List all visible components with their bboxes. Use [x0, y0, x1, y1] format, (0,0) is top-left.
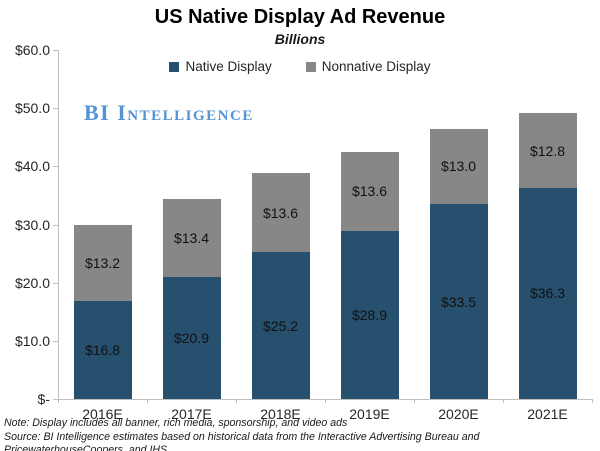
x-axis-tick-mark: [503, 399, 504, 403]
legend-swatch-native: [169, 61, 180, 72]
legend: Native Display Nonnative Display: [0, 59, 600, 74]
y-axis-tick-label: $30.0: [14, 216, 50, 233]
bar-segment-nonnative: [518, 113, 577, 188]
y-axis-tick-mark: [53, 399, 58, 400]
bar-value-label-nonnative: $13.0: [440, 158, 477, 175]
bar-value-label-nonnative: $13.2: [84, 254, 121, 271]
bar-segment-native: [73, 301, 132, 399]
x-axis-category-label: 2021E: [527, 406, 568, 422]
legend-item-native: Native Display: [169, 59, 272, 74]
y-axis-tick-mark: [53, 340, 58, 342]
legend-label-nonnative: Nonnative Display: [321, 59, 431, 74]
x-axis-tick-mark: [58, 399, 59, 403]
x-axis-tick-mark: [236, 399, 237, 403]
chart-title: US Native Display Ad Revenue: [154, 6, 446, 28]
x-axis-tick-mark: [147, 399, 148, 403]
footnote-source: Source: BI Intelligence estimates based …: [4, 431, 480, 451]
bar-segment-native: [162, 277, 221, 399]
bar-value-label-nonnative: $13.6: [351, 183, 388, 200]
bar-value-label-native: $28.9: [351, 306, 388, 323]
bar-value-label-native: $36.3: [529, 285, 566, 302]
bi-intelligence-watermark: BI Intelligence: [84, 100, 254, 125]
x-axis-tick-mark: [592, 399, 593, 403]
y-axis-tick-mark: [53, 166, 58, 168]
bar-segment-nonnative: [73, 224, 132, 302]
bar-value-label-nonnative: $13.4: [173, 230, 210, 247]
y-axis-tick-mark: [53, 108, 58, 110]
bar-value-label-nonnative: $13.6: [262, 204, 299, 221]
bar-value-label-native: $33.5: [440, 293, 477, 310]
x-axis-category-label: 2018E: [260, 406, 301, 422]
bar-segment-native: [518, 187, 577, 399]
bar-segment-nonnative: [429, 128, 488, 205]
bar-value-label-native: $25.2: [262, 317, 299, 334]
x-axis-tick-mark: [325, 399, 326, 403]
x-axis-category-label: 2019E: [349, 406, 390, 422]
y-axis-tick-label: $60.0: [14, 42, 50, 58]
y-axis-tick-mark: [53, 50, 58, 51]
bar-segment-native: [251, 252, 310, 399]
bar-segment-nonnative: [162, 199, 221, 278]
legend-label-native: Native Display: [185, 59, 272, 74]
bar-segment-nonnative: [340, 151, 399, 231]
y-axis-tick-mark: [53, 224, 58, 226]
y-axis-tick-label: $40.0: [14, 158, 50, 175]
chart-subtitle: Billions: [274, 31, 326, 47]
y-axis-tick-label: $-: [37, 391, 50, 407]
y-axis-tick-label: $20.0: [14, 274, 50, 291]
bar-segment-native: [340, 230, 399, 399]
bar-segment-native: [429, 204, 488, 399]
x-axis-category-label: 2017E: [171, 406, 212, 422]
bar-value-label-nonnative: $12.8: [529, 142, 566, 159]
bar-segment-nonnative: [251, 173, 310, 253]
y-axis-tick-label: $10.0: [14, 332, 50, 349]
x-axis-tick-mark: [414, 399, 415, 403]
legend-swatch-nonnative: [305, 61, 316, 72]
legend-item-nonnative: Nonnative Display: [305, 59, 431, 74]
x-axis-category-label: 2016E: [82, 406, 123, 422]
y-axis-tick-label: $50.0: [14, 100, 50, 117]
footnote-note: Note: Display includes all banner, rich …: [4, 417, 348, 429]
bar-value-label-native: $16.8: [84, 342, 121, 359]
y-axis-tick-mark: [53, 282, 58, 284]
x-axis-category-label: 2020E: [438, 406, 479, 422]
bar-value-label-native: $20.9: [173, 330, 210, 347]
